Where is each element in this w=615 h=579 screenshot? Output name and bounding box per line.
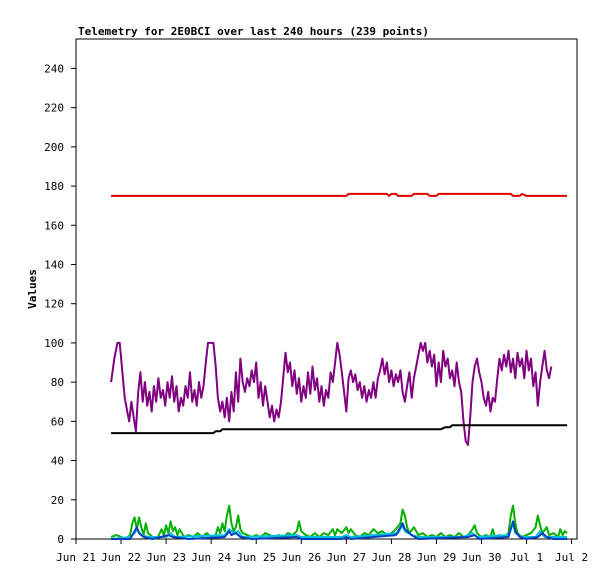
y-tick-label: 200 [44, 141, 64, 154]
x-tick-label: Jun 26 [281, 551, 321, 564]
y-tick-label: 40 [51, 455, 64, 468]
y-tick-label: 0 [57, 533, 64, 546]
x-tick-label: Jun 27 [326, 551, 366, 564]
y-tick-label: 120 [44, 298, 64, 311]
y-tick-label: 80 [51, 376, 64, 389]
x-tick-label: Jun 30 [462, 551, 502, 564]
plot-frame [75, 38, 578, 540]
x-axis: Jun 21 Jun 22 Jun 23 Jun 24 Jun 25 Jun 26 Jun … [56, 539, 588, 564]
y-axis-label: Values [26, 269, 39, 309]
chart-title: Telemetry for 2E0BCI over last 240 hours… [78, 25, 429, 38]
x-tick-label: Jul 2 [555, 551, 588, 564]
y-axis: 0 20 40 60 80 100 120 140 160 180 200 220 240 [44, 62, 76, 546]
y-tick-label: 240 [44, 62, 64, 75]
x-tick-label: Jun 29 [417, 551, 457, 564]
y-tick-label: 20 [51, 494, 64, 507]
x-tick-label: Jun 24 [191, 551, 231, 564]
y-tick-label: 160 [44, 219, 64, 232]
y-tick-label: 60 [51, 415, 64, 428]
y-tick-label: 140 [44, 258, 64, 271]
series-layer [110, 192, 568, 540]
x-tick-label: Jun 28 [372, 551, 412, 564]
series-line-0 [111, 192, 568, 197]
series-line-5 [111, 520, 568, 540]
x-tick-label: Jun 25 [236, 551, 276, 564]
series-line-1 [110, 341, 553, 446]
y-tick-label: 100 [44, 337, 64, 350]
y-tick-label: 180 [44, 180, 64, 193]
x-tick-label: Jun 21 [56, 551, 96, 564]
x-tick-label: Jun 23 [146, 551, 186, 564]
x-tick-label: Jun 22 [101, 551, 141, 564]
series-line-2 [111, 424, 568, 435]
x-tick-label: Jul 1 [510, 551, 543, 564]
y-tick-label: 220 [44, 102, 64, 115]
